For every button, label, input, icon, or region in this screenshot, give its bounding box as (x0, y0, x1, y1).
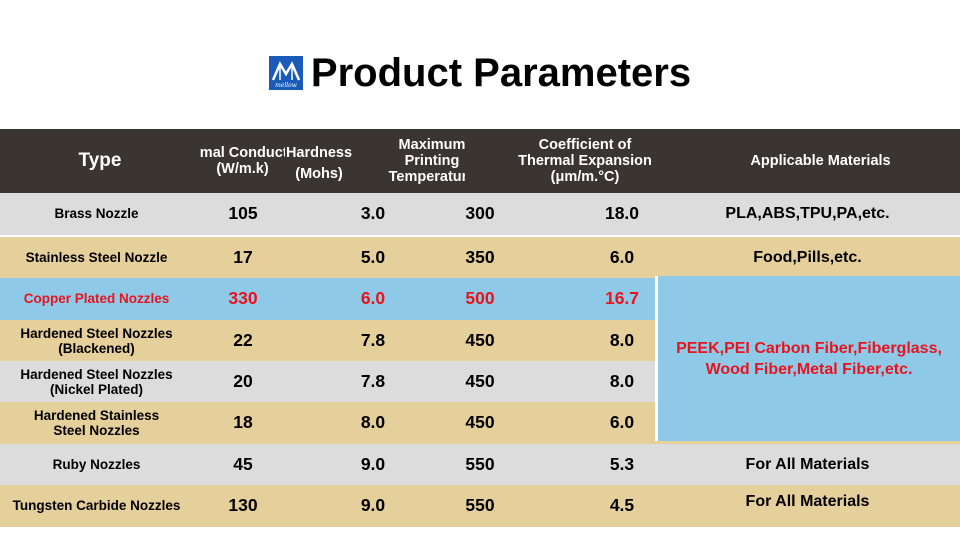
merged-materials-line1: PEEK,PEI Carbon Fiber,Fiberglass, (676, 339, 942, 357)
row-type: Copper Plated Nozzles (23, 291, 170, 307)
table-row: Ruby Nozzles 45 9.0 550 5.3 For All Mate… (0, 444, 960, 486)
row-cte: 8.0 (609, 371, 635, 392)
row-thermal-conductivity: 130 (228, 495, 258, 516)
row-hardness: 5.0 (360, 247, 386, 268)
row-cte: 4.5 (609, 495, 635, 516)
row-max-temp: 450 (465, 412, 495, 433)
row-type: Hardened Steel Nozzles (Nickel Plated) (20, 366, 173, 397)
row-hardness: 9.0 (360, 454, 386, 475)
header-cte: Coefficient of Thermal Expansion (μm/m.°… (501, 129, 681, 193)
row-cte: 18.0 (604, 203, 640, 224)
title-bar: mellow Product Parameters (0, 50, 960, 96)
row-thermal-conductivity: 22 (233, 330, 253, 351)
row-hardness: 7.8 (360, 371, 386, 392)
row-materials: PLA,ABS,TPU,PA,etc. (725, 204, 890, 222)
row-hardness: 7.8 (360, 330, 386, 351)
header-applicable-materials: Applicable Materials (681, 129, 960, 193)
row-cte: 6.0 (609, 412, 635, 433)
row-thermal-conductivity: 330 (228, 288, 258, 309)
row-type: Stainless Steel Nozzle (25, 250, 168, 266)
header-thermal-conductivity: Thermal Conductivity (W/m.k) (200, 129, 285, 193)
merged-materials-line2: Wood Fiber,Metal Fiber,etc. (705, 360, 913, 378)
row-hardness: 9.0 (360, 495, 386, 516)
row-thermal-conductivity: 18 (233, 412, 253, 433)
row-max-temp: 350 (465, 247, 495, 268)
row-hardness: 3.0 (360, 203, 386, 224)
header-row: Type Thermal Conductivity (W/m.k) Hardne… (0, 129, 960, 193)
row-materials: For All Materials (745, 493, 870, 510)
row-thermal-conductivity: 17 (233, 247, 253, 268)
row-max-temp: 500 (465, 288, 495, 309)
row-thermal-conductivity: 45 (233, 454, 253, 475)
product-parameters-table: Type Thermal Conductivity (W/m.k) Hardne… (0, 129, 960, 193)
header-spacer (465, 129, 501, 193)
header-hardness-l2: (Mohs) (295, 166, 343, 182)
row-hardness: 6.0 (360, 288, 386, 309)
page-title: Product Parameters (310, 50, 692, 95)
row-cte: 6.0 (609, 247, 635, 268)
row-type: Ruby Nozzles (52, 457, 141, 473)
row-thermal-conductivity: 20 (233, 371, 253, 392)
header-hardness-maxtemp: Hardness (Mohs) Maximum Printing Tempera… (285, 129, 465, 193)
row-type: Brass Nozzle (54, 206, 139, 222)
row-type: Tungsten Carbide Nozzles (12, 498, 181, 514)
row-thermal-conductivity: 105 (228, 203, 258, 224)
row-max-temp: 550 (465, 454, 495, 475)
mellow-logo-icon: mellow (268, 56, 303, 90)
row-materials: Food,Pills,etc. (753, 248, 862, 266)
header-max-temp-l2: Printing (404, 153, 460, 169)
row-max-temp: 300 (465, 203, 495, 224)
row-max-temp: 450 (465, 371, 495, 392)
row-type: Hardened Steel Nozzles (Blackened) (20, 325, 173, 356)
row-type: Hardened Stainless Steel Nozzles (33, 407, 160, 438)
row-cte: 16.7 (604, 288, 640, 309)
merged-materials-cell: PEEK,PEI Carbon Fiber,Fiberglass, Wood F… (655, 276, 960, 441)
row-hardness: 8.0 (360, 412, 386, 433)
row-cte: 8.0 (609, 330, 635, 351)
table-row: Stainless Steel Nozzle 17 5.0 350 6.0 Fo… (0, 237, 960, 279)
header-max-temp-l1: Maximum (398, 137, 465, 153)
header-max-temp-l3: Temperature (388, 169, 465, 185)
svg-text:mellow: mellow (275, 82, 298, 89)
table-row: Brass Nozzle 105 3.0 300 18.0 PLA,ABS,TP… (0, 193, 960, 235)
row-max-temp: 450 (465, 330, 495, 351)
row-max-temp: 550 (465, 495, 495, 516)
table-row: Tungsten Carbide Nozzles 130 9.0 550 4.5… (0, 485, 960, 527)
row-cte: 5.3 (609, 454, 635, 475)
header-hardness-l1: Hardness (285, 145, 353, 161)
header-type: Type (0, 129, 200, 193)
row-materials: For All Materials (745, 455, 870, 473)
